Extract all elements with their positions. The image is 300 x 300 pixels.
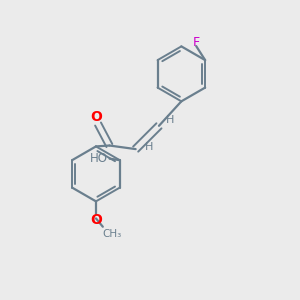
Text: O: O xyxy=(90,214,102,227)
Text: HO: HO xyxy=(90,152,108,165)
Text: CH₃: CH₃ xyxy=(102,229,122,239)
Text: F: F xyxy=(193,36,200,49)
Text: H: H xyxy=(166,116,175,125)
Text: H: H xyxy=(145,142,153,152)
Text: O: O xyxy=(91,110,103,124)
